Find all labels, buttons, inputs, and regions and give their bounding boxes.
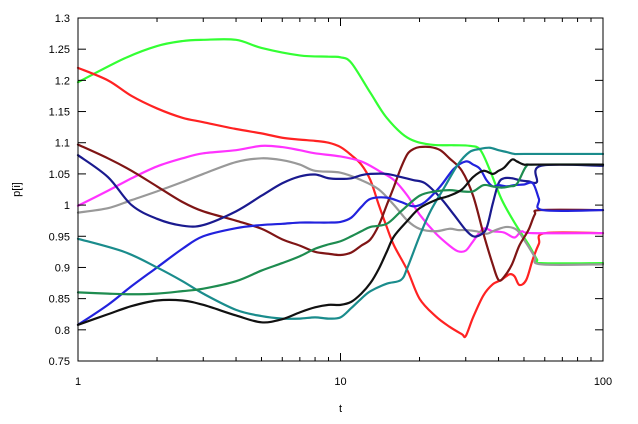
y-tick-label: 1.05 <box>49 169 70 181</box>
series-line-9 <box>76 163 605 296</box>
y-tick-label: 1.15 <box>49 107 70 119</box>
y-tick-label: 1.3 <box>55 13 70 25</box>
x-tick-label: 100 <box>594 376 612 388</box>
y-tick-label: 0.75 <box>49 356 70 368</box>
series-line-1 <box>76 38 605 265</box>
plot-frame <box>77 17 604 362</box>
y-tick-label: 1.25 <box>49 44 70 56</box>
y-tick-label: 0.85 <box>49 294 70 306</box>
series-layer <box>76 38 605 339</box>
series-line-3 <box>76 144 605 253</box>
x-axis-ticks: 1 10 100 <box>75 18 612 388</box>
y-axis-title: p[i] <box>11 182 23 197</box>
x-axis-title: t <box>339 403 342 415</box>
x-tick-label: 10 <box>334 376 346 388</box>
series-line-8 <box>76 146 605 320</box>
y-axis-ticks: 0.75 0.8 0.85 0.9 0.95 1 1.05 1.1 1.15 1.2 1.25 1.3 <box>49 13 603 368</box>
y-tick-label: 1 <box>64 200 70 212</box>
y-tick-label: 1.1 <box>55 138 70 150</box>
x-tick-label: 1 <box>75 376 81 388</box>
y-tick-label: 0.9 <box>55 262 70 274</box>
series-line-10 <box>76 158 605 326</box>
series-line-2 <box>76 66 605 339</box>
y-tick-label: 1.2 <box>55 75 70 87</box>
y-tick-label: 0.8 <box>55 325 70 337</box>
series-line-6 <box>76 154 605 238</box>
series-line-4 <box>76 157 605 266</box>
y-tick-label: 0.95 <box>49 231 70 243</box>
